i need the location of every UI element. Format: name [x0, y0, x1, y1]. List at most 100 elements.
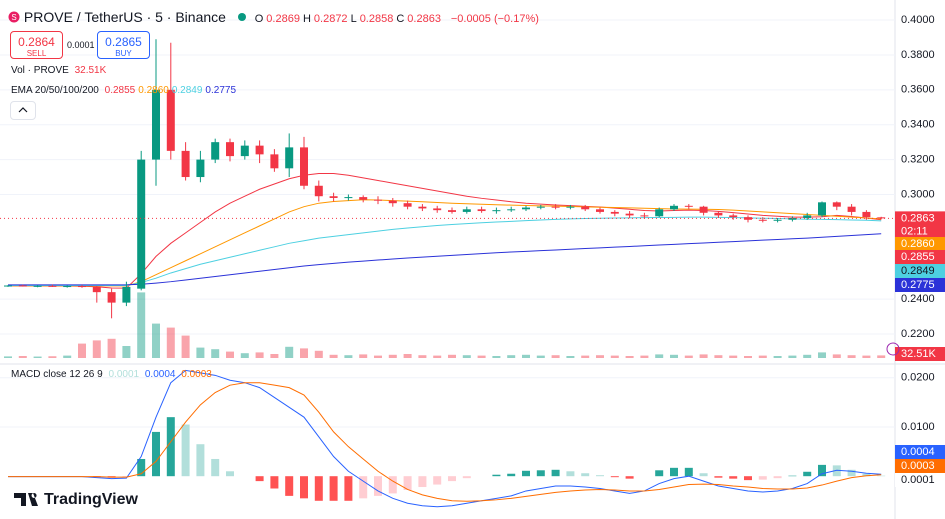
- volume-bar: [48, 356, 57, 358]
- ema-legend-value: 0.2860: [138, 85, 169, 96]
- volume-bar: [551, 355, 560, 358]
- y-tick-label: 0.4000: [901, 14, 935, 26]
- volume-bar: [477, 355, 486, 358]
- ema-legend-value: 0.2855: [104, 85, 136, 96]
- ohlc-value: 0.2863: [407, 13, 441, 25]
- y-tick-label: 0.0200: [901, 372, 935, 384]
- candle-body: [699, 206, 708, 213]
- ohlc-key: L: [350, 13, 357, 25]
- y-tick-label: 0.3800: [901, 49, 935, 61]
- volume-badge-bg: [895, 347, 945, 361]
- volume-bar: [818, 352, 826, 358]
- volume-bar: [862, 355, 871, 358]
- symbol-title[interactable]: PROVE / TetherUS · 5 · Binance: [23, 9, 226, 25]
- volume-bar: [78, 343, 86, 358]
- volume-bar: [359, 354, 368, 358]
- volume-bar: [758, 355, 767, 358]
- sell-label: SELL: [26, 49, 47, 58]
- sell-price: 0.2864: [18, 35, 55, 49]
- macd-legend-title: MACD close 12 26 9: [11, 369, 103, 380]
- macd-legend-macd: 0.0004: [144, 369, 176, 380]
- candle-body: [359, 197, 368, 200]
- collapse-button[interactable]: [10, 101, 36, 120]
- change: −0.0005 (−0.17%): [450, 13, 539, 25]
- candle-body: [18, 285, 27, 287]
- volume-bar: [255, 352, 264, 358]
- macd-histogram-bar: [181, 424, 190, 477]
- candle-body: [33, 285, 42, 287]
- signal-badge-bg: [895, 459, 945, 473]
- volume-bar: [610, 355, 619, 358]
- candle-body: [610, 211, 619, 214]
- volume-bar: [285, 346, 294, 358]
- volume-bar: [596, 355, 604, 358]
- candle-body: [270, 154, 279, 169]
- macd-histogram-bar: [596, 475, 604, 477]
- y-tick-label: 0.2400: [901, 293, 935, 305]
- y-tick-label: 0.2200: [901, 328, 935, 340]
- candle-body: [729, 215, 738, 218]
- macd-histogram-bar: [152, 431, 160, 477]
- macd-histogram-bar: [462, 476, 471, 479]
- volume-bar: [4, 356, 12, 358]
- candle-body: [418, 206, 427, 209]
- candle-body: [536, 206, 545, 208]
- price-badge: 0.2863: [901, 212, 935, 224]
- candle-body: [403, 203, 412, 207]
- macd-badge: 0.0004: [901, 446, 935, 458]
- volume-bar: [699, 354, 708, 358]
- symbol-bar: S PROVE / TetherUS · 5 · Binance O 0.2869…: [8, 9, 542, 25]
- macd-histogram-bar: [670, 467, 678, 477]
- volume-badge: 32.51K: [901, 348, 937, 360]
- countdown: 02:11: [901, 225, 928, 237]
- macd-badge-bg: [895, 445, 945, 459]
- candle-body: [788, 218, 797, 220]
- volume-bar: [832, 354, 841, 358]
- candle-body: [477, 209, 486, 212]
- volume-bar: [566, 356, 575, 358]
- macd-histogram-bar: [699, 473, 708, 477]
- ema-badge-bg: [895, 264, 945, 278]
- candle-body: [448, 210, 456, 212]
- volume-bar: [166, 327, 175, 358]
- macd-line: [8, 369, 882, 508]
- macd-histogram-bar: [300, 476, 308, 499]
- candle-body: [226, 142, 234, 157]
- ema-badge: 0.2860: [901, 238, 935, 250]
- candle-body: [773, 219, 782, 221]
- volume-bar: [877, 355, 886, 358]
- macd-histogram-bar: [403, 476, 412, 490]
- macd-histogram-bar: [818, 464, 826, 477]
- ema-legend-value: 0.2775: [205, 85, 237, 96]
- macd-legend: MACD close 12 26 9 0.0001 0.0004 0.0003: [11, 369, 215, 380]
- macd-histogram-bar: [255, 476, 264, 482]
- volume-bar: [196, 347, 205, 358]
- candle-body: [832, 202, 841, 207]
- macd-histogram-bar: [314, 476, 323, 501]
- ema-badge-bg: [895, 250, 945, 264]
- candle-body: [374, 199, 382, 201]
- macd-histogram-bar: [610, 476, 619, 478]
- macd-histogram-bar: [344, 476, 353, 501]
- y-tick-label: 0.0100: [901, 421, 935, 433]
- candle-body: [714, 212, 723, 216]
- volume-bar: [388, 354, 397, 358]
- buy-button[interactable]: 0.2865 BUY: [97, 31, 150, 59]
- volume-bar: [729, 355, 738, 358]
- sell-button[interactable]: 0.2864 SELL: [10, 31, 63, 59]
- macd-histogram-bar: [655, 470, 664, 477]
- macd-histogram-bar: [448, 476, 456, 482]
- candle-body: [433, 208, 442, 211]
- macd-histogram-bar: [773, 476, 782, 479]
- macd-histogram-bar: [744, 476, 752, 481]
- volume-bar: [152, 323, 160, 358]
- signal-badge: 0.0003: [901, 460, 935, 472]
- volume-bar: [536, 355, 545, 358]
- volume-bar: [462, 355, 471, 358]
- macd-histogram-bar: [847, 469, 856, 477]
- volume-bar: [240, 353, 249, 358]
- volume-legend-title: Vol · PROVE: [11, 65, 69, 76]
- macd-legend-hist: 0.0001: [108, 369, 140, 380]
- macd-histogram-bar: [536, 470, 545, 477]
- macd-histogram-bar: [507, 473, 516, 477]
